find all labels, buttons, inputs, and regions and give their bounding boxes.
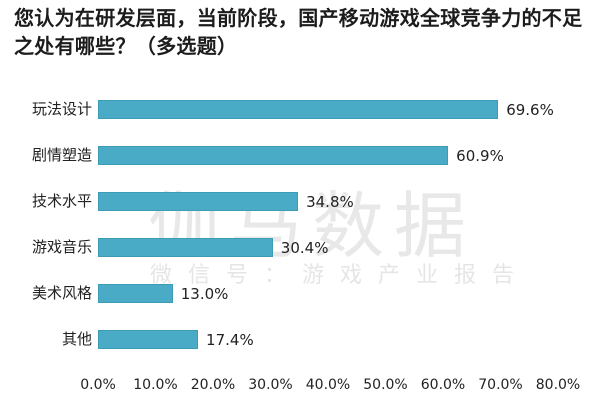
category-label: 技术水平 <box>31 192 92 210</box>
x-tick-label: 20.0% <box>190 377 236 393</box>
value-label: 30.4% <box>280 239 329 257</box>
bar-row: 美术风格 13.0% <box>0 284 600 304</box>
value-label: 13.0% <box>180 285 229 303</box>
bar-row: 其他 17.4% <box>0 330 600 350</box>
x-tick-label: 70.0% <box>478 377 523 393</box>
bar <box>98 146 449 165</box>
x-tick-label: 40.0% <box>305 377 351 393</box>
bar-row: 技术水平 34.8% <box>0 192 600 212</box>
bar <box>98 284 173 303</box>
watermark-subtitle: 微信号：游戏产业报告 <box>150 263 531 288</box>
category-label: 其他 <box>61 330 92 348</box>
bar-row: 游戏音乐 30.4% <box>0 238 600 258</box>
bar-row: 剧情塑造 60.9% <box>0 146 600 166</box>
x-tick-label: 10.0% <box>133 377 178 393</box>
bar <box>98 192 299 211</box>
x-tick-label: 80.0% <box>535 377 581 393</box>
bar <box>98 238 273 257</box>
x-tick-label: 30.0% <box>248 377 293 393</box>
x-tick-label: 50.0% <box>363 377 408 393</box>
x-tick-label: 60.0% <box>420 377 466 393</box>
value-label: 17.4% <box>206 331 254 349</box>
category-label: 剧情塑造 <box>31 146 92 164</box>
x-tick-label: 0.0% <box>80 377 116 393</box>
chart-title: 您认为在研发层面，当前阶段，国产移动游戏全球竞争力的不足之处有哪些？（多选题） <box>14 6 583 58</box>
bar-row: 玩法设计 69.6% <box>0 100 600 120</box>
bar <box>98 100 499 119</box>
value-label: 60.9% <box>456 147 504 165</box>
bar <box>98 330 199 349</box>
category-label: 玩法设计 <box>31 100 92 118</box>
value-label: 69.6% <box>506 101 554 119</box>
category-label: 游戏音乐 <box>31 238 92 256</box>
value-label: 34.8% <box>306 193 354 211</box>
category-label: 美术风格 <box>31 284 92 302</box>
